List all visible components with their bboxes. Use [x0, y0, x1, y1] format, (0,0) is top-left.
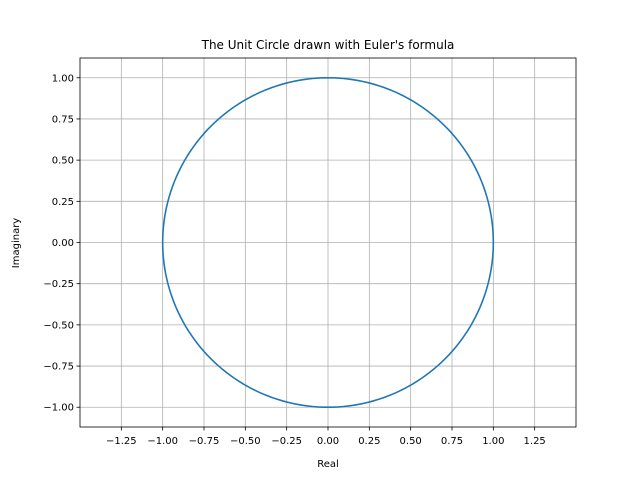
x-axis-label: Real [317, 459, 339, 470]
x-tick-label: 1.00 [482, 436, 504, 447]
x-tick-label: 0.50 [400, 436, 422, 447]
y-tick-label: 1.00 [52, 73, 74, 84]
grid-layer [80, 58, 576, 427]
chart-title: The Unit Circle drawn with Euler's formu… [201, 38, 455, 52]
series-layer [161, 76, 495, 409]
x-ticks: −1.25 −1.00 −0.75 −0.50 −0.25 0.00 0.25 0.50 0.7… [106, 427, 546, 447]
x-tick-label: 0.75 [441, 436, 463, 447]
x-tick-label: 1.25 [524, 436, 546, 447]
y-tick-label: −0.25 [43, 279, 74, 290]
x-tick-label: 0.25 [358, 436, 380, 447]
y-tick-label: −1.00 [43, 403, 74, 414]
y-tick-label: 0.00 [52, 238, 74, 249]
y-axis-label: Imaginary [11, 218, 22, 269]
y-tick-label: 0.75 [52, 114, 74, 125]
x-tick-label: −0.25 [271, 436, 302, 447]
y-ticks: 1.00 0.75 0.50 0.25 0.00 −0.25 −0.50 −0.75 −1.00 [43, 73, 80, 414]
y-tick-label: 0.50 [52, 156, 74, 167]
y-tick-label: −0.75 [43, 362, 74, 373]
y-tick-label: 0.25 [52, 197, 74, 208]
y-tick-label: −0.50 [43, 320, 74, 331]
x-tick-label: 0.00 [317, 436, 339, 447]
x-tick-label: −0.50 [230, 436, 261, 447]
x-tick-label: −1.00 [147, 436, 178, 447]
series-line [161, 76, 495, 409]
x-tick-label: −0.75 [189, 436, 220, 447]
x-tick-label: −1.25 [106, 436, 137, 447]
